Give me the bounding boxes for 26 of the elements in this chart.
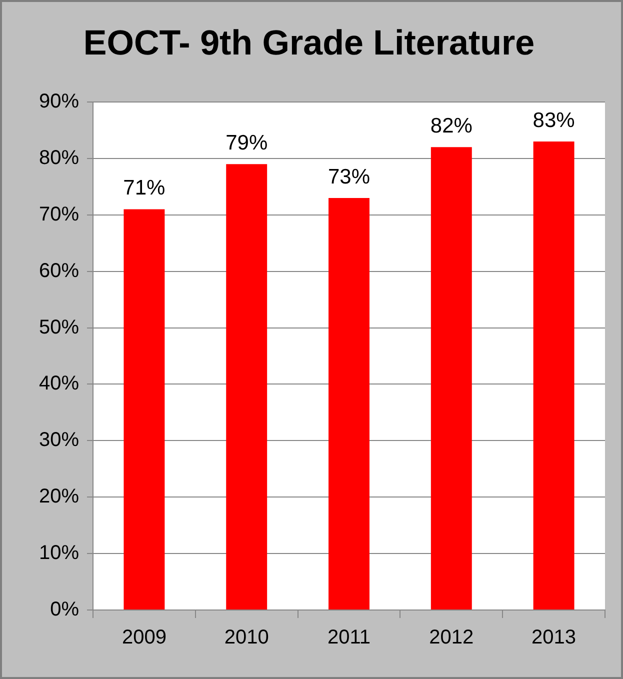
y-tick-label: 60% [38, 260, 80, 282]
data-label: 73% [328, 165, 370, 188]
y-tick-label: 70% [38, 203, 80, 226]
bar [533, 142, 574, 610]
y-tick-label: 10% [38, 542, 80, 564]
x-tick-label: 2010 [224, 626, 269, 649]
x-tick-label: 2009 [122, 626, 166, 649]
y-tick-label: 0% [50, 598, 80, 621]
y-tick-label: 20% [38, 486, 80, 508]
bar [226, 164, 268, 610]
bar [430, 147, 472, 610]
bar [328, 198, 370, 610]
x-tick-label: 2011 [327, 626, 371, 649]
data-label: 83% [532, 108, 575, 132]
data-label: 71% [123, 176, 166, 200]
y-tick-label: 30% [38, 429, 80, 452]
x-tick-label: 2012 [429, 626, 474, 649]
data-label: 79% [226, 131, 268, 154]
data-label: 82% [430, 114, 472, 138]
chart-title: EOCT- 9th Grade Literature [83, 24, 535, 63]
y-tick-label: 40% [38, 372, 80, 395]
x-tick-label: 2013 [532, 626, 576, 649]
bar [124, 209, 165, 610]
y-tick-label: 90% [38, 90, 80, 113]
y-tick-label: 50% [38, 316, 80, 338]
y-tick-label: 80% [38, 146, 80, 169]
